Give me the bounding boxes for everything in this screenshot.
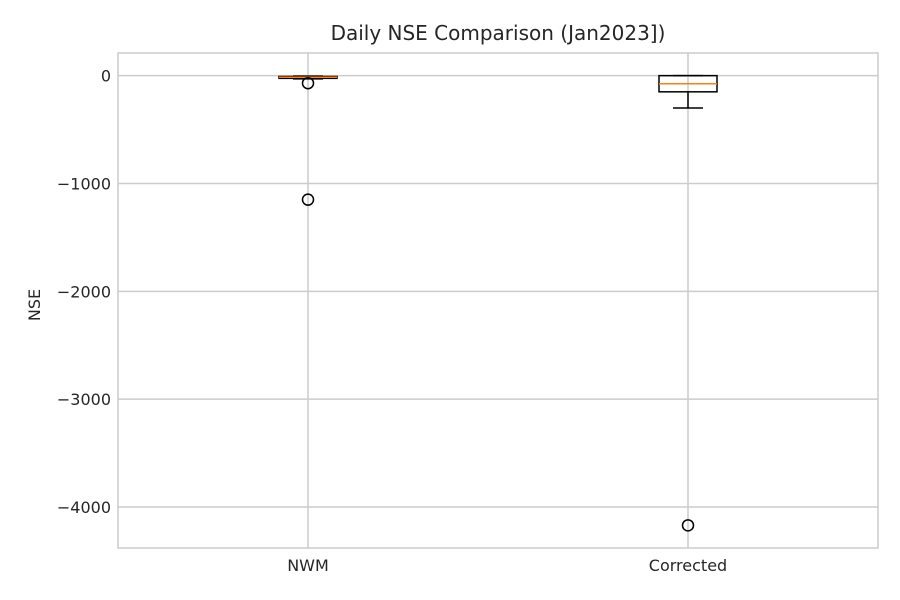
grid xyxy=(118,53,878,548)
y-tick-label: −3000 xyxy=(57,390,111,409)
y-tick-label: 0 xyxy=(101,67,111,86)
y-axis-ticks: 0 −1000 −2000 −3000 −4000 xyxy=(57,67,111,517)
y-tick-label: −1000 xyxy=(57,174,111,193)
x-tick-label: NWM xyxy=(287,556,329,575)
outlier-point xyxy=(301,193,315,206)
x-axis-ticks: NWM Corrected xyxy=(287,556,727,575)
boxes xyxy=(278,74,718,532)
y-axis-label: NSE xyxy=(25,289,44,321)
box-corrected xyxy=(658,74,718,532)
plot-frame xyxy=(117,52,879,549)
y-tick-label: −2000 xyxy=(57,282,111,301)
box-nwm xyxy=(278,75,338,206)
outlier-point xyxy=(681,519,695,532)
chart-title: Daily NSE Comparison (Jan2023]) xyxy=(331,21,666,45)
y-tick-label: −4000 xyxy=(57,498,111,517)
outlier-point xyxy=(301,76,315,90)
x-tick-label: Corrected xyxy=(649,556,727,575)
